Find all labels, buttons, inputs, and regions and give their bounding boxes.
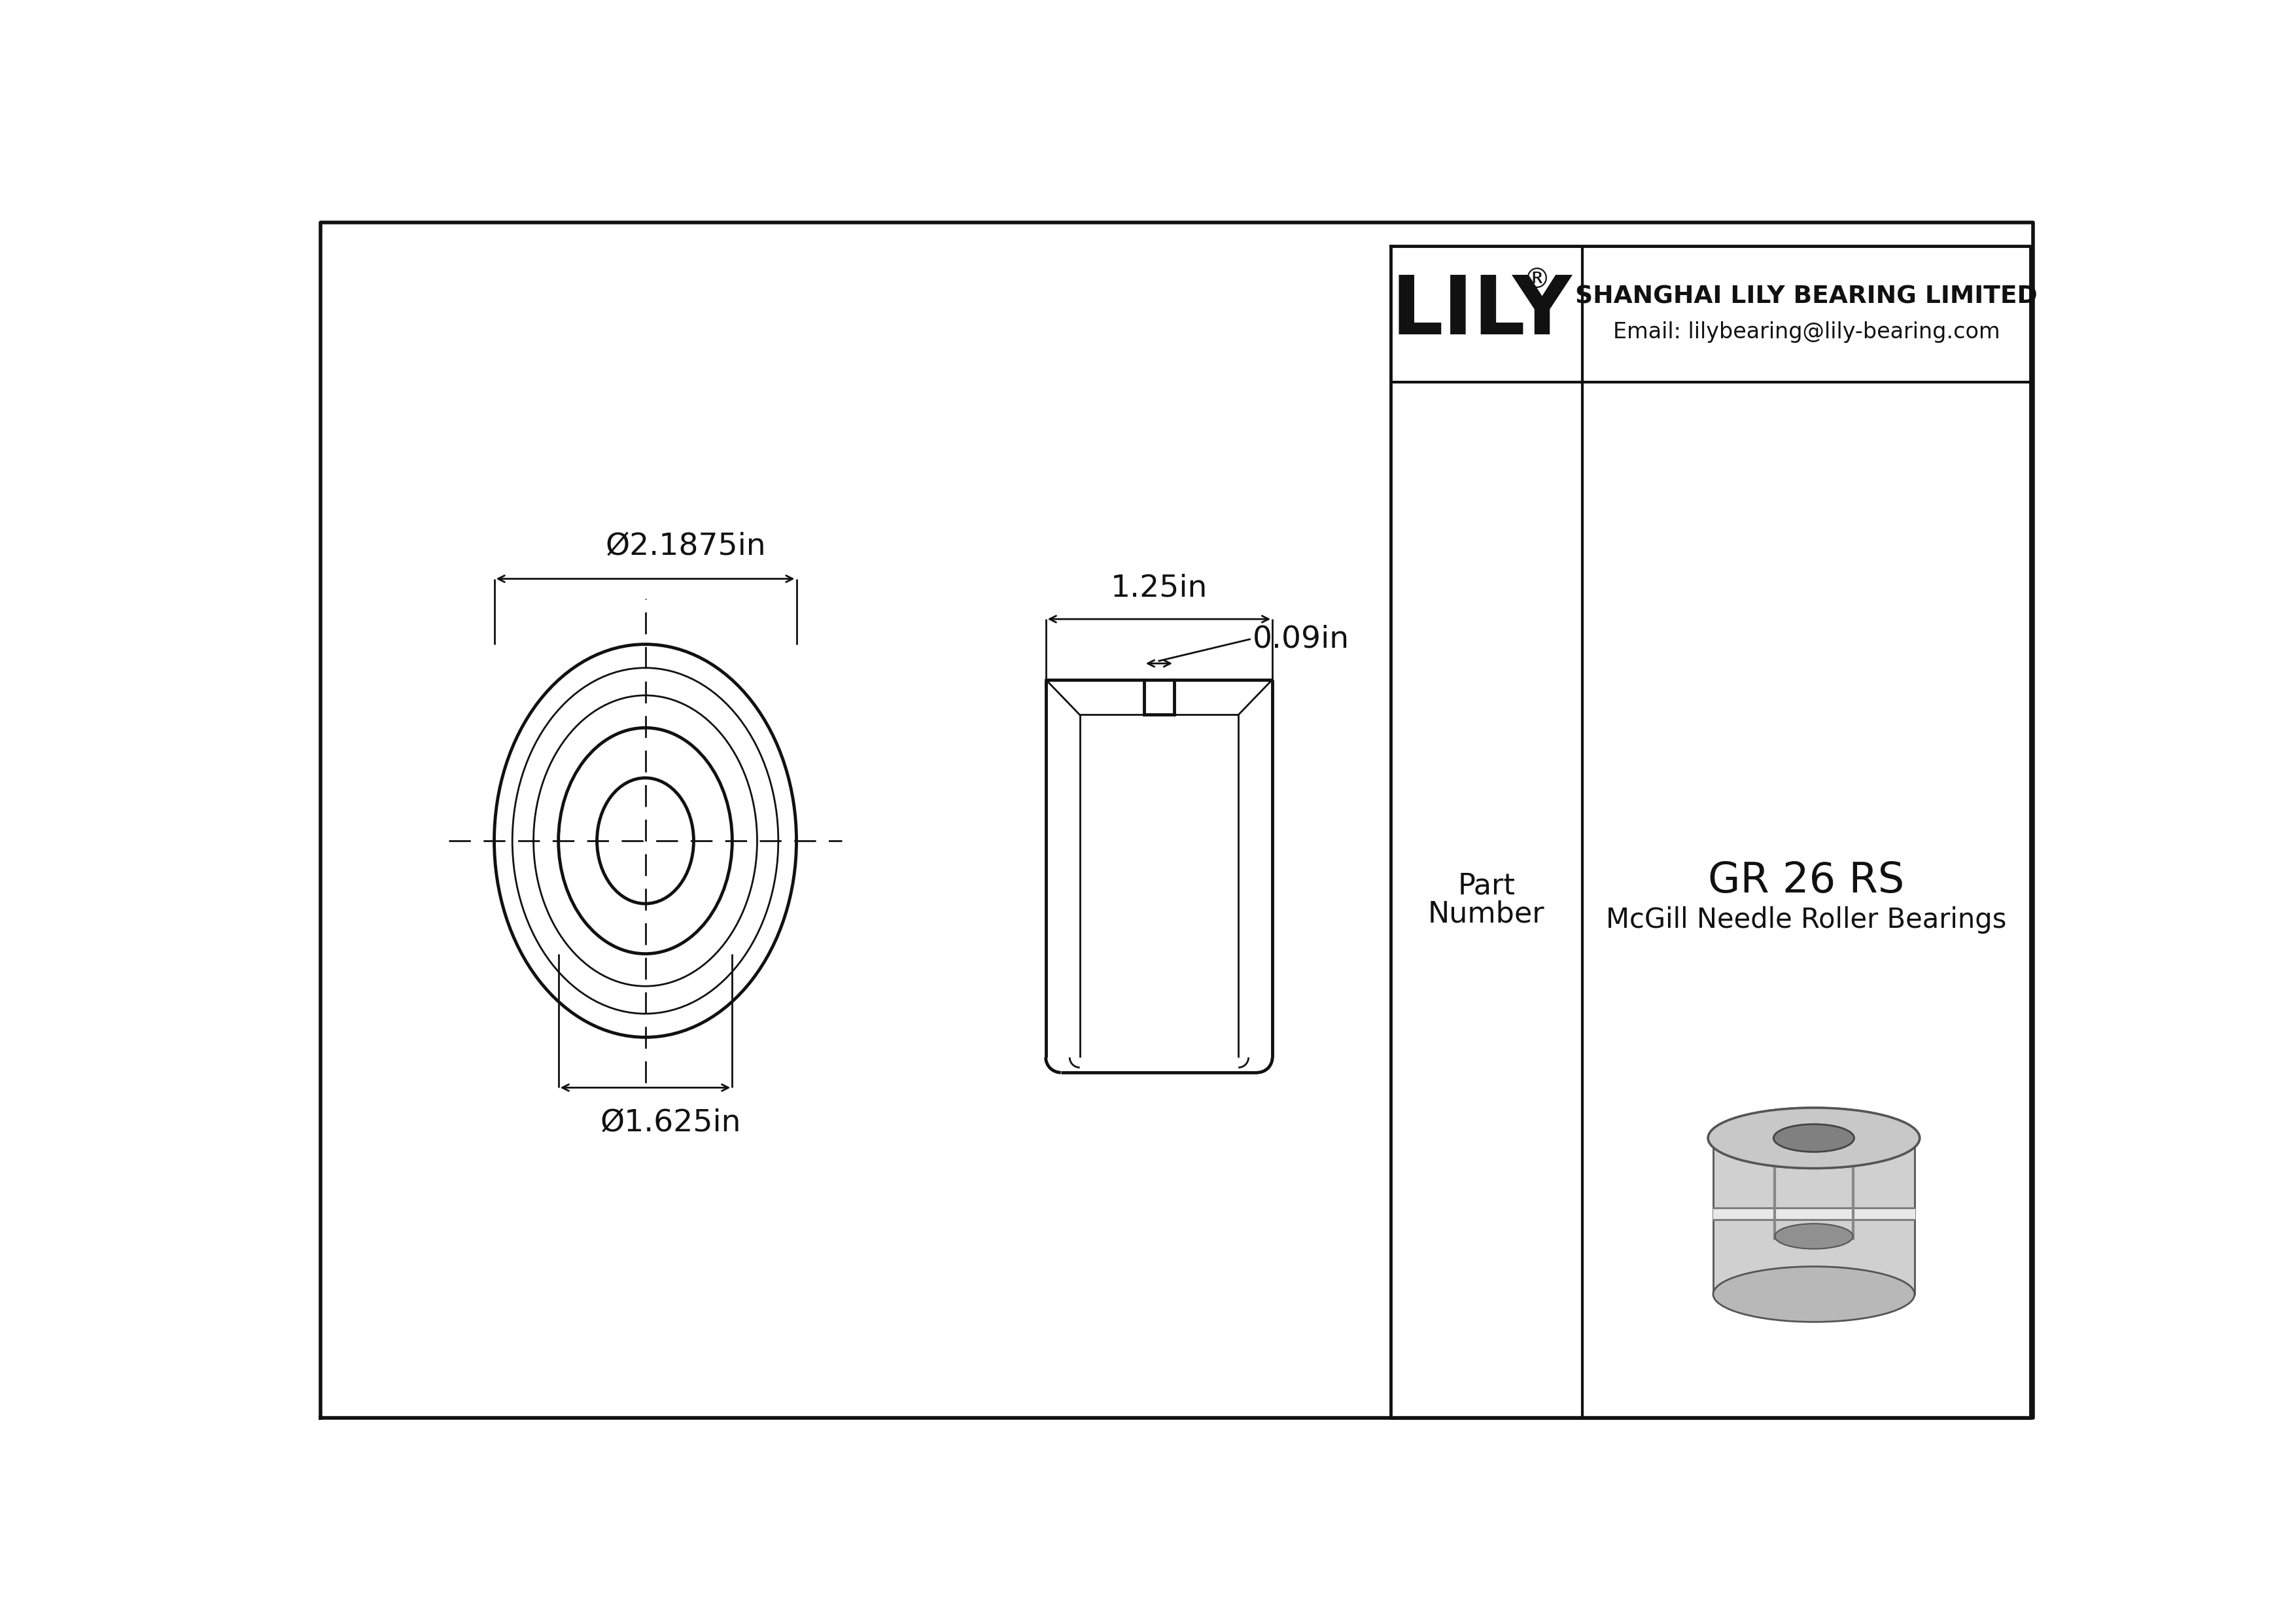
Text: LILY: LILY: [1391, 273, 1573, 351]
Text: SHANGHAI LILY BEARING LIMITED: SHANGHAI LILY BEARING LIMITED: [1575, 284, 2037, 309]
Text: ®: ®: [1522, 266, 1550, 294]
Text: 0.09in: 0.09in: [1251, 625, 1350, 654]
Ellipse shape: [1708, 1108, 1919, 1168]
Ellipse shape: [1708, 1108, 1919, 1168]
Text: GR 26 RS: GR 26 RS: [1708, 861, 1903, 901]
Text: Ø1.625in: Ø1.625in: [599, 1108, 742, 1137]
Ellipse shape: [1775, 1223, 1853, 1249]
Text: Ø2.1875in: Ø2.1875in: [606, 531, 767, 562]
Text: McGill Needle Roller Bearings: McGill Needle Roller Bearings: [1605, 906, 2007, 934]
Ellipse shape: [1773, 1124, 1855, 1151]
Ellipse shape: [1773, 1124, 1855, 1151]
Polygon shape: [1713, 1138, 1915, 1294]
Text: 1.25in: 1.25in: [1111, 573, 1208, 603]
Text: Email: lilybearing@lily-bearing.com: Email: lilybearing@lily-bearing.com: [1612, 322, 2000, 343]
Ellipse shape: [1713, 1267, 1915, 1322]
Text: Number: Number: [1428, 900, 1545, 929]
Text: Part: Part: [1458, 872, 1515, 900]
